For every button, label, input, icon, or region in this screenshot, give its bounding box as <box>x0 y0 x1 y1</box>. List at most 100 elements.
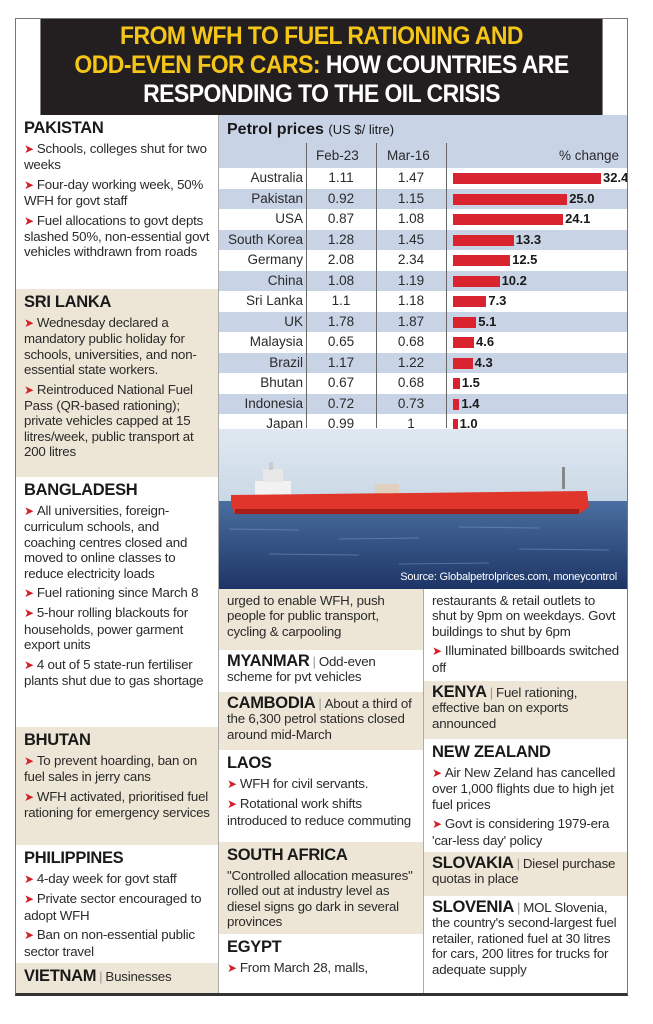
country-heading: NEW ZEALAND <box>432 743 551 761</box>
table-row: Malaysia 0.65 0.68 4.6 <box>219 332 627 353</box>
bullet-text: From March 28, malls, <box>239 960 368 975</box>
section-slovakia: SLOVAKIA | Diesel purchase quotas in place <box>424 852 627 896</box>
bullet-text: Air New Zeland has cancelled over 1,000 … <box>432 765 616 812</box>
section-laos: LAOS ➤ WFH for civil servants. ➤ Rotationa… <box>219 750 423 842</box>
bullet-text: Ban on non-essential public sector trave… <box>24 927 195 959</box>
bullet-item: ➤ WFH for civil servants. <box>227 776 417 792</box>
bullet-item: ➤ Govt is considering 1979-era 'car-less … <box>432 816 621 848</box>
left-column: PAKISTAN ➤ Schools, colleges shut for two… <box>16 115 219 993</box>
arrow-icon: ➤ <box>24 586 34 601</box>
bullet-text: Schools, colleges shut for two weeks <box>24 141 207 173</box>
table-row: USA 0.87 1.08 24.1 <box>219 209 627 230</box>
price-feb: 1.28 <box>327 231 355 247</box>
table-row: Brazil 1.17 1.22 4.3 <box>219 352 627 373</box>
table-row: Germany 2.08 2.34 12.5 <box>219 250 627 271</box>
country-name: Bhutan <box>260 375 303 390</box>
section-pakistan: PAKISTAN ➤ Schools, colleges shut for two… <box>16 115 218 289</box>
change-bar <box>453 214 564 225</box>
change-bar <box>453 275 500 287</box>
change-label: 1.0 <box>459 416 478 431</box>
column-header-mar: Mar-16 <box>387 148 430 163</box>
arrow-icon: ➤ <box>227 961 237 975</box>
section-kenya: KENYA | Fuel rationing, effective ban on e… <box>424 681 627 739</box>
separator: | <box>516 856 520 871</box>
column-header-feb: Feb-23 <box>316 148 359 163</box>
price-feb: 1.1 <box>331 293 351 308</box>
arrow-icon: ➤ <box>24 316 34 330</box>
arrow-icon: ➤ <box>24 789 34 804</box>
country-heading: CAMBODIA <box>227 694 316 712</box>
infographic-frame: FROM WFH TO FUEL RATIONING AND ODD-EVEN … <box>15 18 628 996</box>
bullet-item: ➤ Air New Zeland has cancelled over 1,000… <box>432 765 621 812</box>
section-new-zealand: NEW ZEALAND ➤ Air New Zeland has cancelle… <box>424 739 627 852</box>
bullet-item: ➤ Four-day working week, 50% WFH for govt… <box>24 177 212 209</box>
change-bar <box>453 234 514 246</box>
price-feb: 2.08 <box>327 252 355 267</box>
bullet-text: Rotational work shifts introduced to red… <box>227 796 411 828</box>
price-mar: 2.34 <box>397 252 425 267</box>
section-text: Businesses <box>105 969 172 984</box>
bullet-text: To prevent hoarding, ban on fuel sales i… <box>24 753 198 785</box>
bullet-text: Illuminated billboards switched off <box>432 643 619 675</box>
section-text: Fuel rationing, effective ban on exports… <box>432 685 578 731</box>
price-feb: 0.99 <box>327 416 355 431</box>
country-heading: SOUTH AFRICA <box>227 846 348 864</box>
bullet-text: Reintroduced National Fuel Pass (QR-base… <box>24 381 194 460</box>
section-egypt: EGYPT ➤ From March 28, malls, <box>219 934 423 993</box>
headline-line-2: ODD-EVEN FOR CARS: HOW COUNTRIES ARE <box>40 51 602 80</box>
section-text: Diesel purchase quotas in place <box>432 856 616 887</box>
price-feb: 0.67 <box>327 375 355 390</box>
arrow-icon: ➤ <box>432 817 442 832</box>
right-column: restaurants & retail outlets to shut by … <box>424 589 627 993</box>
price-mar: 1.15 <box>397 190 425 206</box>
column-header-change: % change <box>558 148 619 163</box>
country-heading: PAKISTAN <box>24 119 104 137</box>
arrow-icon: ➤ <box>24 754 34 768</box>
country-name: Japan <box>266 416 303 431</box>
price-mar: 0.73 <box>397 395 425 411</box>
country-heading: VIETNAM <box>24 967 97 985</box>
change-label: 1.4 <box>461 395 480 411</box>
table-unit: (US $/ litre) <box>328 122 395 137</box>
change-bar <box>453 173 601 184</box>
arrow-icon: ➤ <box>24 657 34 672</box>
change-label: 32.4 <box>603 170 628 185</box>
bullet-item: ➤ Wednesday declared a mandatory public h… <box>24 315 212 378</box>
bullet-text: 4-day week for govt staff <box>36 871 177 886</box>
bullet-item: ➤ Private sector encouraged to adopt WFH <box>24 891 212 923</box>
change-label: 4.3 <box>474 354 493 370</box>
country-heading: EGYPT <box>227 938 282 956</box>
headline-highlight: ODD-EVEN FOR CARS: <box>74 51 321 79</box>
table-row: Sri Lanka 1.1 1.18 7.3 <box>219 291 627 312</box>
change-bar <box>453 316 477 328</box>
country-heading: MYANMAR <box>227 652 310 670</box>
section-text: MOL Slovenia, the country's second-large… <box>432 900 617 977</box>
bullet-text: Wednesday declared a mandatory public ho… <box>24 315 197 378</box>
bullet-text: Fuel rationing since March 8 <box>36 585 199 601</box>
table-title-text: Petrol prices <box>227 121 324 138</box>
change-bar <box>453 193 568 205</box>
bullet-text: Four-day working week, 50% WFH for govt … <box>24 176 204 209</box>
bullet-item: ➤ WFH activated, prioritised fuel rationi… <box>24 789 212 821</box>
change-label: 13.3 <box>515 231 542 247</box>
section-text: restaurants & retail outlets to shut by … <box>432 593 616 639</box>
country-name: Brazil <box>269 354 303 370</box>
change-label: 10.2 <box>501 272 527 288</box>
column-divider <box>376 143 377 428</box>
country-heading: BHUTAN <box>24 731 91 749</box>
headline-white: HOW COUNTRIES ARE <box>325 51 569 79</box>
bullet-item: ➤ All universities, foreign-curriculum sc… <box>24 503 212 581</box>
oil-tanker-photo: Source: Globalpetrolprices.com, moneycon… <box>219 429 627 589</box>
price-feb: 1.08 <box>327 272 355 288</box>
separator: | <box>516 900 521 915</box>
petrol-prices-table: Petrol prices (US $/ litre) Feb-23 Mar-1… <box>219 115 628 435</box>
price-mar: 0.68 <box>397 375 425 390</box>
country-name: Indonesia <box>244 395 303 411</box>
price-mar: 1.47 <box>397 170 425 185</box>
section-sri-lanka: SRI LANKA ➤ Wednesday declared a mandator… <box>16 289 218 477</box>
table-title: Petrol prices (US $/ litre) <box>227 121 394 139</box>
arrow-icon: ➤ <box>24 892 34 907</box>
country-heading: SRI LANKA <box>24 293 112 311</box>
change-label: 24.1 <box>565 211 591 226</box>
middle-column: urged to enable WFH, push people for pub… <box>219 589 424 993</box>
